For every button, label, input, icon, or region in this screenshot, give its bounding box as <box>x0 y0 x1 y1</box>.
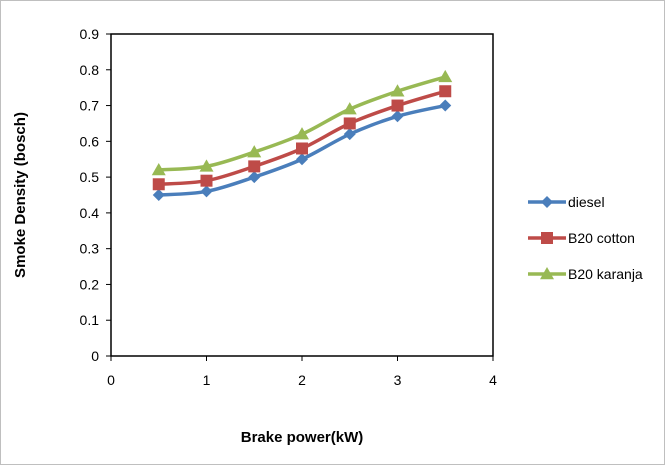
y-tick-label: 0.9 <box>80 26 100 42</box>
data-point-diesel <box>152 189 165 201</box>
legend-label: diesel <box>568 194 605 210</box>
data-point-diesel <box>248 171 261 184</box>
series-b20-cotton <box>152 85 452 191</box>
legend-marker <box>541 232 553 244</box>
y-axis: 0 0.1 0.2 0.3 0.4 0.5 0.6 0.7 0.8 0.9 <box>80 26 111 364</box>
series-layer <box>151 69 453 201</box>
legend-marker <box>540 267 554 280</box>
legend-item-b20-cotton: B20 cotton <box>528 230 635 246</box>
data-point-b20-karanja <box>390 84 405 97</box>
data-point-diesel <box>343 128 356 141</box>
x-tick-label: 2 <box>298 372 306 388</box>
y-tick-label: 0.4 <box>80 205 100 221</box>
legend-label: B20 cotton <box>568 230 635 246</box>
data-point-b20-cotton <box>152 178 165 191</box>
data-point-b20-karanja <box>295 127 309 140</box>
x-tick-label: 0 <box>107 372 115 388</box>
data-point-diesel <box>296 153 308 166</box>
data-point-b20-cotton <box>248 160 261 173</box>
y-axis-title: Smoke Density (bosch) <box>12 112 29 278</box>
x-axis: 0 1 2 3 4 <box>107 356 497 388</box>
data-point-b20-karanja <box>438 69 453 83</box>
legend-item-b20-karanja: B20 karanja <box>528 266 643 282</box>
y-tick-label: 0.2 <box>80 276 100 292</box>
x-axis-title: Brake power(kW) <box>241 429 364 446</box>
x-tick-label: 1 <box>203 372 211 388</box>
series-b20-karanja <box>151 69 453 176</box>
y-tick-label: 0.6 <box>80 133 100 149</box>
data-point-b20-cotton <box>343 117 356 130</box>
y-tick-label: 0.7 <box>80 98 100 114</box>
legend-marker <box>541 196 553 208</box>
data-point-b20-cotton <box>296 142 308 155</box>
data-point-b20-karanja <box>247 145 262 158</box>
data-point-b20-karanja <box>199 159 214 172</box>
legend: diesel B20 cotton B20 karanja <box>528 194 643 282</box>
data-point-b20-cotton <box>200 174 213 187</box>
data-point-diesel <box>200 185 213 198</box>
y-tick-label: 0.8 <box>80 62 100 78</box>
series-diesel <box>152 99 452 201</box>
legend-label: B20 karanja <box>568 266 643 282</box>
data-point-b20-cotton <box>391 99 404 112</box>
x-tick-label: 4 <box>489 372 497 388</box>
data-point-b20-cotton <box>439 85 452 98</box>
data-point-diesel <box>439 99 452 112</box>
legend-item-diesel: diesel <box>528 194 605 210</box>
data-point-b20-karanja <box>151 162 166 176</box>
data-point-b20-karanja <box>342 102 357 115</box>
y-tick-label: 0.5 <box>80 169 100 185</box>
data-point-diesel <box>391 110 404 123</box>
x-tick-label: 3 <box>394 372 402 388</box>
y-tick-label: 0.1 <box>80 312 100 328</box>
y-tick-label: 0 <box>91 348 99 364</box>
y-tick-label: 0.3 <box>80 241 100 257</box>
